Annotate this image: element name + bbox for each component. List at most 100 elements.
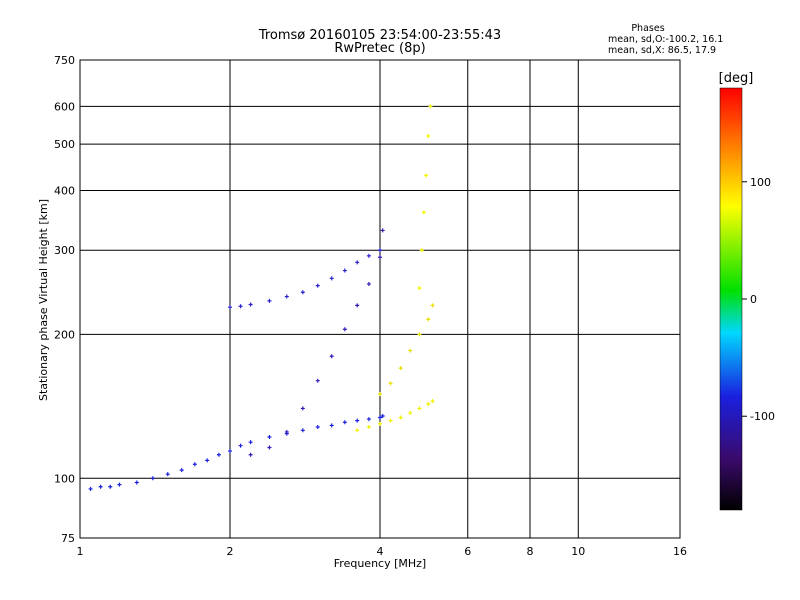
y-tick-label: 400 — [54, 184, 75, 197]
data-point-x-mode — [421, 210, 426, 215]
data-point-x-mode — [398, 366, 403, 371]
data-point-o-mode — [248, 452, 253, 457]
data-point-o-mode — [300, 428, 305, 433]
data-point-o-mode — [192, 462, 197, 467]
data-point-o-mode — [134, 480, 139, 485]
data-point-o-mode — [248, 440, 253, 445]
data-point-o-mode — [378, 248, 382, 253]
y-tick-label: 75 — [61, 532, 75, 545]
y-tick-label: 300 — [54, 244, 75, 257]
x-tick-label: 10 — [571, 545, 585, 558]
data-point-o-mode — [355, 260, 360, 265]
data-point-o-mode — [355, 418, 360, 423]
data-point-o-mode — [88, 486, 93, 491]
data-point-o-mode — [117, 482, 122, 487]
data-point-o-mode — [342, 327, 347, 332]
data-point-o-mode — [228, 305, 232, 310]
phases-heading: Phases — [631, 23, 664, 34]
x-tick-label: 2 — [227, 545, 234, 558]
data-point-o-mode — [205, 458, 210, 463]
phase-colorbar: -100 0 100 — [719, 87, 775, 511]
data-point-o-mode — [366, 253, 371, 258]
x-tick-label: 4 — [377, 545, 384, 558]
data-point-o-mode — [366, 281, 371, 286]
data-point-x-mode — [426, 317, 431, 322]
y-tick-label: 100 — [54, 472, 75, 485]
data-point-o-mode — [267, 298, 272, 303]
data-point-o-mode — [342, 420, 347, 425]
y-axis-label: Stationary phase Virtual Height [km] — [37, 199, 50, 401]
plot-area — [79, 59, 681, 539]
data-point-x-mode — [388, 418, 393, 423]
data-point-x-mode — [430, 303, 435, 308]
data-point-o-mode — [315, 283, 320, 288]
x-axis-label: Frequency [MHz] — [334, 557, 426, 570]
phases-o-line: mean, sd,O:-100.2, 16.1 — [608, 34, 723, 45]
data-point-o-mode — [228, 449, 232, 454]
data-point-o-mode — [165, 472, 170, 477]
data-point-o-mode — [267, 434, 272, 439]
data-point-o-mode — [315, 425, 320, 430]
data-point-o-mode — [378, 255, 382, 260]
y-tick-label: 750 — [54, 54, 75, 67]
data-point-o-mode — [380, 228, 385, 233]
colorbar-label: [deg] — [719, 71, 754, 86]
data-point-o-mode — [315, 378, 320, 383]
data-point-o-mode — [238, 443, 243, 448]
data-point-o-mode — [300, 406, 305, 411]
data-point-x-mode — [408, 410, 413, 415]
data-point-o-mode — [329, 276, 334, 281]
data-point-o-mode — [108, 484, 113, 489]
data-point-o-mode — [98, 484, 103, 489]
data-point-o-mode — [378, 415, 382, 420]
data-point-o-mode — [238, 304, 243, 309]
data-point-o-mode — [329, 423, 334, 428]
data-point-x-mode — [430, 399, 435, 404]
data-point-o-mode — [342, 268, 347, 273]
chart-subtitle: RwPretec (8p) — [334, 41, 425, 56]
data-point-x-mode — [424, 173, 429, 178]
colorbar-tick-label: 0 — [750, 293, 757, 306]
data-points — [88, 104, 435, 491]
x-tick-label: 6 — [464, 545, 471, 558]
data-point-o-mode — [300, 290, 305, 295]
y-tick-label: 200 — [54, 328, 75, 341]
data-point-x-mode — [388, 381, 393, 386]
data-point-x-mode — [378, 421, 382, 426]
colorbar-tick-label: 100 — [750, 176, 771, 189]
data-point-x-mode — [417, 286, 422, 291]
data-point-o-mode — [380, 413, 385, 418]
data-point-o-mode — [150, 476, 155, 481]
x-tick-label: 8 — [527, 545, 534, 558]
colorbar-tick-label: -100 — [750, 410, 775, 423]
x-tick-label: 16 — [673, 545, 687, 558]
y-tick-label: 500 — [54, 138, 75, 151]
x-tick-label: 1 — [77, 545, 84, 558]
data-point-x-mode — [426, 134, 431, 139]
data-point-o-mode — [284, 429, 289, 434]
data-point-o-mode — [355, 303, 360, 308]
data-point-x-mode — [408, 348, 413, 353]
chart-title: Tromsø 20160105 23:54:00-23:55:43 — [258, 28, 501, 43]
data-point-x-mode — [355, 428, 360, 433]
axis-ticks: 1 2 4 6 8 10 16 75 100 200 300 400 500 600 750 — [54, 54, 687, 558]
data-point-o-mode — [216, 452, 221, 457]
data-point-x-mode — [366, 425, 371, 430]
data-point-x-mode — [378, 392, 382, 397]
phases-x-line: mean, sd,X: 86.5, 17.9 — [608, 45, 716, 56]
data-point-x-mode — [419, 248, 424, 253]
colorbar-scale — [719, 87, 743, 511]
data-point-x-mode — [417, 332, 422, 337]
data-point-x-mode — [398, 415, 403, 420]
data-point-x-mode — [417, 406, 422, 411]
data-point-o-mode — [267, 445, 272, 450]
data-point-o-mode — [248, 302, 253, 307]
data-point-o-mode — [179, 468, 184, 473]
data-point-o-mode — [329, 354, 334, 359]
data-point-o-mode — [284, 294, 289, 299]
y-tick-label: 600 — [54, 100, 75, 113]
data-point-x-mode — [428, 104, 433, 109]
data-point-o-mode — [366, 417, 371, 422]
data-point-x-mode — [426, 402, 431, 407]
